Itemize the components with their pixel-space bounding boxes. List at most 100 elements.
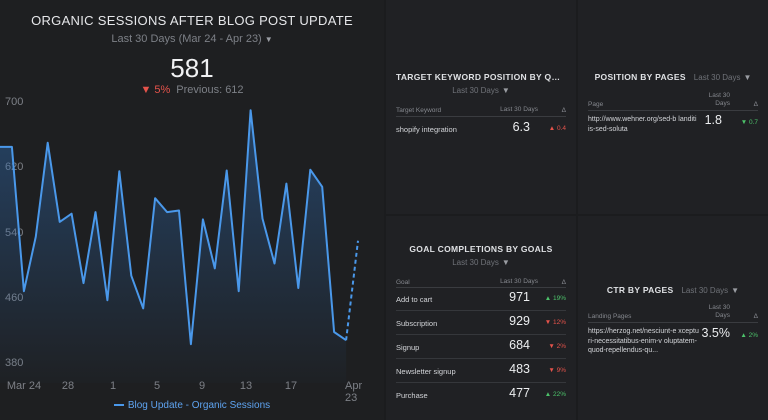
goal-name: Newsletter signup: [396, 367, 456, 376]
ctr-value: 3.5%: [701, 326, 731, 340]
x-tick-label: 17: [284, 380, 298, 392]
x-tick-label: 9: [198, 380, 206, 392]
chevron-down-icon: ▼: [501, 86, 510, 95]
data-point[interactable]: [20, 287, 28, 295]
goal-change: ▼ 9%: [548, 367, 566, 374]
date-range-label: Last 30 Days (Mar 24 - Apr 23): [111, 33, 262, 45]
widget-title: TARGET KEYWORD POSITION BY QUERI...: [396, 72, 576, 82]
x-tick-label: 13: [239, 380, 253, 392]
data-point[interactable]: [294, 284, 302, 292]
data-point[interactable]: [8, 143, 16, 151]
goal-name: Add to cart: [396, 295, 433, 304]
data-point[interactable]: [306, 166, 314, 174]
table-row[interactable]: shopify integration 6.3 ▲ 0.4: [396, 117, 566, 141]
column-header: Last 30 Days: [500, 278, 538, 285]
goal-name: Purchase: [396, 391, 428, 400]
data-point[interactable]: [32, 233, 40, 241]
data-point[interactable]: [318, 183, 326, 191]
table-header: Page Last 30 Days Δ: [588, 92, 758, 108]
page-position-value: 1.8: [704, 113, 722, 127]
data-point[interactable]: [282, 180, 290, 188]
sessions-line-chart[interactable]: [0, 0, 384, 420]
table-header: Goal Last 30 Days Δ: [396, 276, 566, 286]
data-point[interactable]: [139, 304, 147, 312]
column-header: Goal: [396, 279, 410, 286]
column-header: Δ: [753, 313, 758, 320]
current-value: 581: [170, 53, 214, 83]
data-point[interactable]: [187, 340, 195, 348]
keyword-name: shopify integration: [396, 125, 457, 134]
date-range-selector[interactable]: Last 30 Days (Mar 24 - Apr 23) ▼: [0, 33, 384, 45]
table-row[interactable]: Add to cart 971 ▲ 19%: [396, 287, 566, 311]
data-point[interactable]: [68, 210, 76, 218]
widget-title: ORGANIC SESSIONS AFTER BLOG POST UPDATE: [31, 13, 353, 28]
data-point[interactable]: [56, 218, 64, 226]
data-point[interactable]: [175, 207, 183, 215]
goal-value: 477: [509, 386, 530, 400]
page-url-link[interactable]: http://www.wehner.org/sed-b landitiis-se…: [588, 116, 697, 133]
table-row[interactable]: Purchase 477 ▲ 22%: [396, 383, 566, 407]
column-header: Δ: [561, 279, 566, 286]
divider: [588, 110, 758, 111]
data-point[interactable]: [354, 237, 362, 245]
date-range-label: Last 30 Days: [693, 73, 741, 82]
widget-header: POSITION BY PAGES Last 30 Days ▼: [578, 72, 768, 82]
date-range-selector[interactable]: Last 30 Days ▼: [681, 286, 739, 295]
data-point[interactable]: [44, 139, 52, 147]
data-point[interactable]: [223, 167, 231, 175]
column-header: Δ: [561, 107, 566, 114]
series-projection-line: [345, 240, 359, 341]
goal-change: ▼ 12%: [544, 319, 566, 326]
keyword-position-widget: TARGET KEYWORD POSITION BY QUERI... Last…: [386, 0, 576, 214]
previous-value: Previous: 612: [176, 84, 244, 96]
chevron-down-icon: ▼: [264, 35, 273, 44]
data-point[interactable]: [92, 208, 100, 216]
goal-value: 971: [509, 290, 530, 304]
table-row[interactable]: Newsletter signup 483 ▼ 9%: [396, 359, 566, 383]
table-header: Landing Pages Last 30 Days Δ: [588, 304, 758, 320]
position-by-pages-widget: POSITION BY PAGES Last 30 Days ▼ Page Last…: [578, 0, 768, 214]
keyword-value: 6.3: [512, 120, 530, 134]
landing-page-link[interactable]: https://herzog.net/nesciunt-e xcepturi-n…: [588, 328, 699, 354]
organic-sessions-widget: ORGANIC SESSIONS AFTER BLOG POST UPDATE …: [0, 0, 384, 420]
data-point[interactable]: [151, 194, 159, 202]
legend-label: Blog Update - Organic Sessions: [127, 400, 271, 411]
chevron-down-icon: ▼: [731, 286, 740, 295]
date-range-selector[interactable]: Last 30 Days ▼: [386, 258, 576, 267]
column-header: Last 30 Days: [500, 106, 538, 113]
data-point[interactable]: [80, 279, 88, 287]
table-row[interactable]: Signup 684 ▼ 2%: [396, 335, 566, 359]
column-header: Target Keyword: [396, 107, 442, 114]
date-range-selector[interactable]: Last 30 Days ▼: [386, 86, 576, 95]
data-point[interactable]: [115, 167, 123, 175]
data-point[interactable]: [127, 272, 135, 280]
date-range-label: Last 30 Days: [681, 286, 729, 295]
date-range-label: Last 30 Days: [452, 258, 499, 267]
x-tick-label: 1: [109, 380, 117, 392]
chart-legend[interactable]: Blog Update - Organic Sessions: [0, 400, 384, 411]
data-point[interactable]: [163, 208, 171, 216]
chevron-down-icon: ▼: [501, 258, 510, 267]
date-range-selector[interactable]: Last 30 Days ▼: [694, 73, 752, 82]
comparison-row: ▼ 5% Previous: 612: [0, 84, 384, 96]
data-point[interactable]: [103, 296, 111, 304]
data-point[interactable]: [199, 215, 207, 223]
data-point[interactable]: [235, 287, 243, 295]
widget-header: CTR BY PAGES Last 30 Days ▼: [578, 285, 768, 295]
y-tick-label: 700: [5, 96, 24, 108]
data-point[interactable]: [330, 328, 338, 336]
data-point[interactable]: [259, 215, 267, 223]
divider: [396, 287, 566, 288]
legend-swatch: [113, 404, 124, 407]
data-point[interactable]: [342, 336, 350, 344]
goal-change: ▲ 22%: [544, 391, 566, 398]
column-header: Δ: [753, 101, 758, 108]
keyword-change: ▲ 0.4: [548, 125, 566, 132]
data-point[interactable]: [211, 264, 219, 272]
table-header: Target Keyword Last 30 Days Δ: [396, 104, 566, 114]
data-point[interactable]: [271, 260, 279, 268]
goal-value: 483: [509, 362, 530, 376]
table-row[interactable]: Subscription 929 ▼ 12%: [396, 311, 566, 335]
page-position-change: ▼ 0.7: [740, 119, 758, 126]
data-point[interactable]: [247, 106, 255, 114]
